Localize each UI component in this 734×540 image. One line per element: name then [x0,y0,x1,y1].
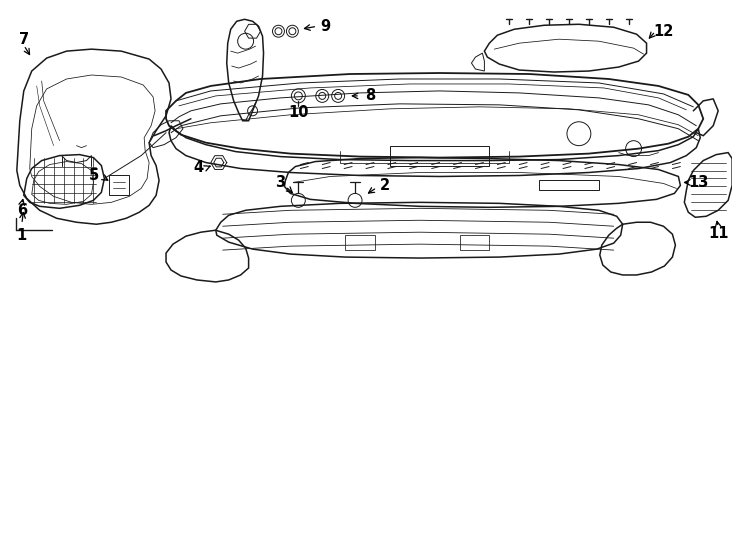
Text: 6: 6 [17,203,27,218]
Text: 2: 2 [379,178,390,193]
Text: 8: 8 [365,89,375,103]
Text: 5: 5 [90,168,100,183]
Text: 11: 11 [708,226,728,241]
Text: 12: 12 [653,24,674,39]
Text: 3: 3 [275,175,286,190]
Text: 7: 7 [18,32,29,46]
Text: 10: 10 [288,105,308,120]
Text: 1: 1 [17,228,27,242]
Text: 9: 9 [320,19,330,34]
Text: 4: 4 [194,160,204,175]
Text: 13: 13 [688,175,708,190]
